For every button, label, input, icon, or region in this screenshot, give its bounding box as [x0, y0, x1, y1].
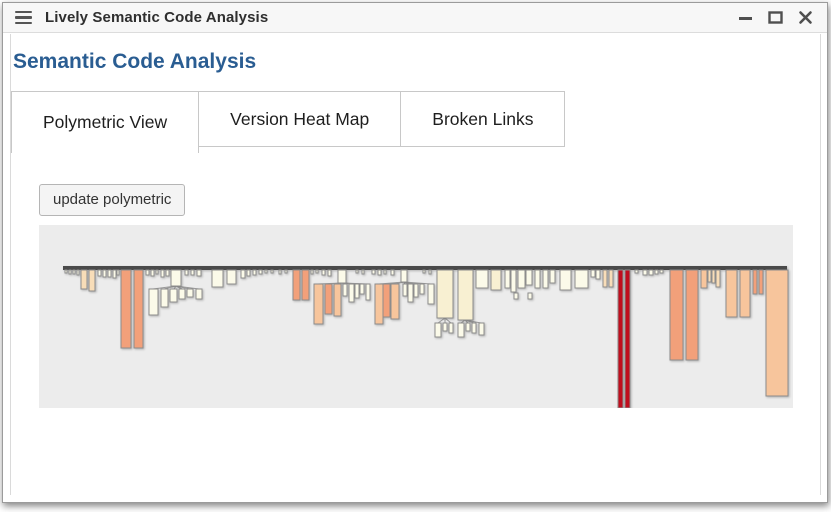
update-polymetric-button[interactable]: update polymetric [39, 184, 186, 216]
minimize-icon[interactable] [737, 10, 753, 26]
tab-version-heat-map[interactable]: Version Heat Map [198, 91, 402, 147]
tab-polymetric-view[interactable]: Polymetric View [11, 91, 200, 153]
tab-label: Polymetric View [43, 112, 168, 132]
polymetric-chart-panel[interactable] [39, 225, 793, 408]
tab-label: Broken Links [432, 108, 534, 129]
content-area: Semantic Code Analysis Polymetric View V… [10, 34, 821, 495]
app-window: Lively Semantic Code Analysis Semantic C… [2, 2, 828, 503]
close-icon[interactable] [797, 10, 813, 26]
tab-broken-links[interactable]: Broken Links [400, 91, 566, 147]
polymetric-chart-svg[interactable] [39, 225, 793, 408]
toolbar: update polymetric [39, 184, 820, 216]
page-title: Semantic Code Analysis [13, 50, 257, 73]
maximize-icon[interactable] [767, 10, 783, 26]
tab-bar: Polymetric View Version Heat Map Broken … [11, 91, 820, 153]
tab-label: Version Heat Map [230, 108, 370, 129]
window-controls [737, 10, 817, 26]
hamburger-menu-icon[interactable] [15, 10, 32, 25]
window-title: Lively Semantic Code Analysis [45, 9, 269, 26]
title-bar: Lively Semantic Code Analysis [3, 3, 827, 33]
